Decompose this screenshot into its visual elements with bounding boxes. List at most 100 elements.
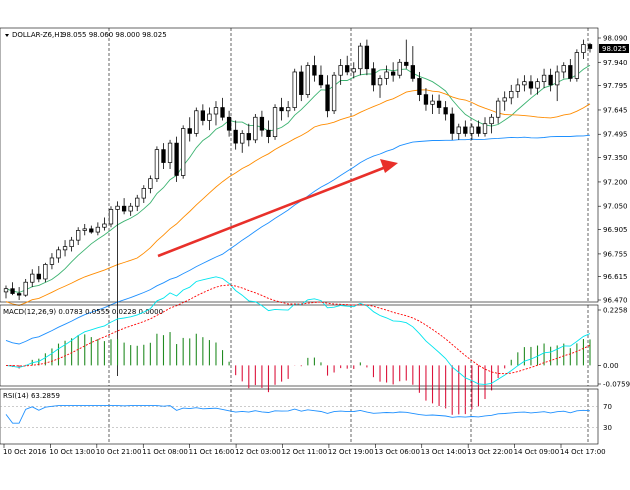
rsi-levels — [0, 406, 598, 428]
candle — [266, 120, 271, 144]
candle — [482, 117, 488, 137]
candle — [456, 123, 461, 140]
time-tick-label: 12 Oct 19:00 — [328, 448, 374, 456]
macd-tick-label: 0.2258 — [603, 307, 628, 315]
candle — [548, 68, 553, 92]
candle — [423, 88, 429, 111]
ma-slow-line — [5, 134, 591, 345]
candle — [292, 68, 297, 111]
candle — [213, 101, 219, 126]
candle — [318, 65, 324, 89]
macd-tick-label: -0.0759 — [603, 381, 630, 389]
macd-title: MACD(12,26,9) 0.0783 0.0555 0.0228 0.000… — [3, 308, 163, 316]
candle — [358, 42, 363, 76]
candle — [16, 287, 22, 300]
candle — [417, 71, 422, 102]
candle — [10, 282, 15, 296]
candle — [305, 62, 310, 98]
candle — [404, 39, 409, 69]
time-tick-label: 11 Oct 08:00 — [142, 448, 188, 456]
candle — [102, 217, 107, 231]
candle — [76, 227, 81, 246]
candle — [279, 97, 284, 121]
candle — [299, 65, 304, 102]
price-tick-label: 96.755 — [603, 250, 628, 258]
macd-axis: 0.2258 0.00 -0.0759 — [598, 307, 630, 389]
price-tick-label: 96.905 — [603, 226, 628, 234]
candle — [436, 94, 442, 115]
candle — [226, 110, 232, 137]
candle — [587, 42, 593, 53]
candle — [30, 269, 35, 288]
candle — [259, 110, 265, 137]
candle — [574, 49, 580, 82]
price-tick-label: 97.350 — [603, 154, 628, 162]
candle — [220, 97, 225, 121]
chevron-down-icon[interactable] — [5, 34, 9, 37]
candle — [69, 236, 74, 252]
rsi-axis: 70 30 — [603, 403, 612, 432]
rsi-tick-label: 70 — [603, 403, 612, 411]
price-tick-label: 98.090 — [603, 35, 628, 43]
candle — [384, 65, 389, 85]
time-tick-label: 10 Oct 21:00 — [96, 448, 142, 456]
candle — [233, 120, 238, 150]
time-axis: 10 Oct 2016 10 Oct 13:00 10 Oct 21:00 11 Oc… — [3, 444, 606, 456]
price-pane: 98.090 97.940 97.795 97.645 97.495 97.350 97.2… — [0, 27, 629, 377]
candle — [128, 202, 133, 216]
macd-pane: MACD(12,26,9) 0.0783 0.0555 0.0228 0.000… — [0, 276, 630, 415]
candle — [312, 55, 317, 82]
candle — [555, 65, 560, 102]
candle — [390, 62, 396, 82]
time-tick-label: 12 Oct 03:00 — [235, 448, 281, 456]
candle — [581, 39, 586, 60]
candle — [450, 107, 455, 140]
rsi-title: RSI(14) 63.2859 — [3, 392, 60, 400]
price-tick-label: 97.495 — [603, 131, 628, 139]
candle — [364, 39, 370, 76]
candle — [43, 262, 48, 283]
candle — [62, 240, 68, 257]
candle — [541, 68, 547, 89]
rsi-tick-label: 30 — [603, 424, 612, 432]
time-tick-label: 13 Oct 22:00 — [467, 448, 513, 456]
candle — [207, 107, 212, 131]
candle — [135, 194, 140, 212]
candle — [410, 46, 415, 82]
candle — [3, 285, 9, 299]
candle — [181, 125, 186, 179]
ma-fast-line — [5, 64, 591, 293]
candle — [430, 94, 435, 115]
candle — [345, 55, 350, 76]
candle — [167, 139, 173, 169]
candle — [325, 75, 330, 118]
price-tick-label: 96.470 — [603, 297, 628, 305]
time-tick-label: 14 Oct 17:00 — [560, 448, 606, 456]
price-axis: 98.090 97.940 97.795 97.645 97.495 97.350 97.2… — [598, 35, 628, 305]
candle — [148, 175, 153, 194]
symbol-label: DOLLAR-Z6,H1 — [12, 31, 64, 39]
candle — [443, 101, 448, 121]
time-tick-label: 13 Oct 06:00 — [374, 448, 420, 456]
candle — [489, 114, 494, 134]
candle — [187, 117, 192, 142]
macd-histogram — [12, 332, 591, 415]
time-tick-label: 10 Oct 2016 — [3, 448, 47, 456]
candle — [495, 97, 501, 124]
price-tick-label: 97.200 — [603, 178, 628, 186]
macd-tick-label: 0.00 — [603, 362, 619, 370]
moving-averages — [5, 64, 591, 345]
candle — [56, 246, 61, 263]
candle — [253, 114, 258, 144]
candle — [509, 84, 514, 105]
time-tick-label: 12 Oct 11:00 — [282, 448, 328, 456]
macd-lines — [5, 276, 591, 385]
candle — [272, 104, 278, 140]
price-tick-label: 97.795 — [603, 82, 628, 90]
time-tick-label: 11 Oct 16:00 — [189, 448, 235, 456]
candle — [397, 59, 402, 79]
candle — [89, 225, 94, 234]
candle — [522, 75, 527, 92]
